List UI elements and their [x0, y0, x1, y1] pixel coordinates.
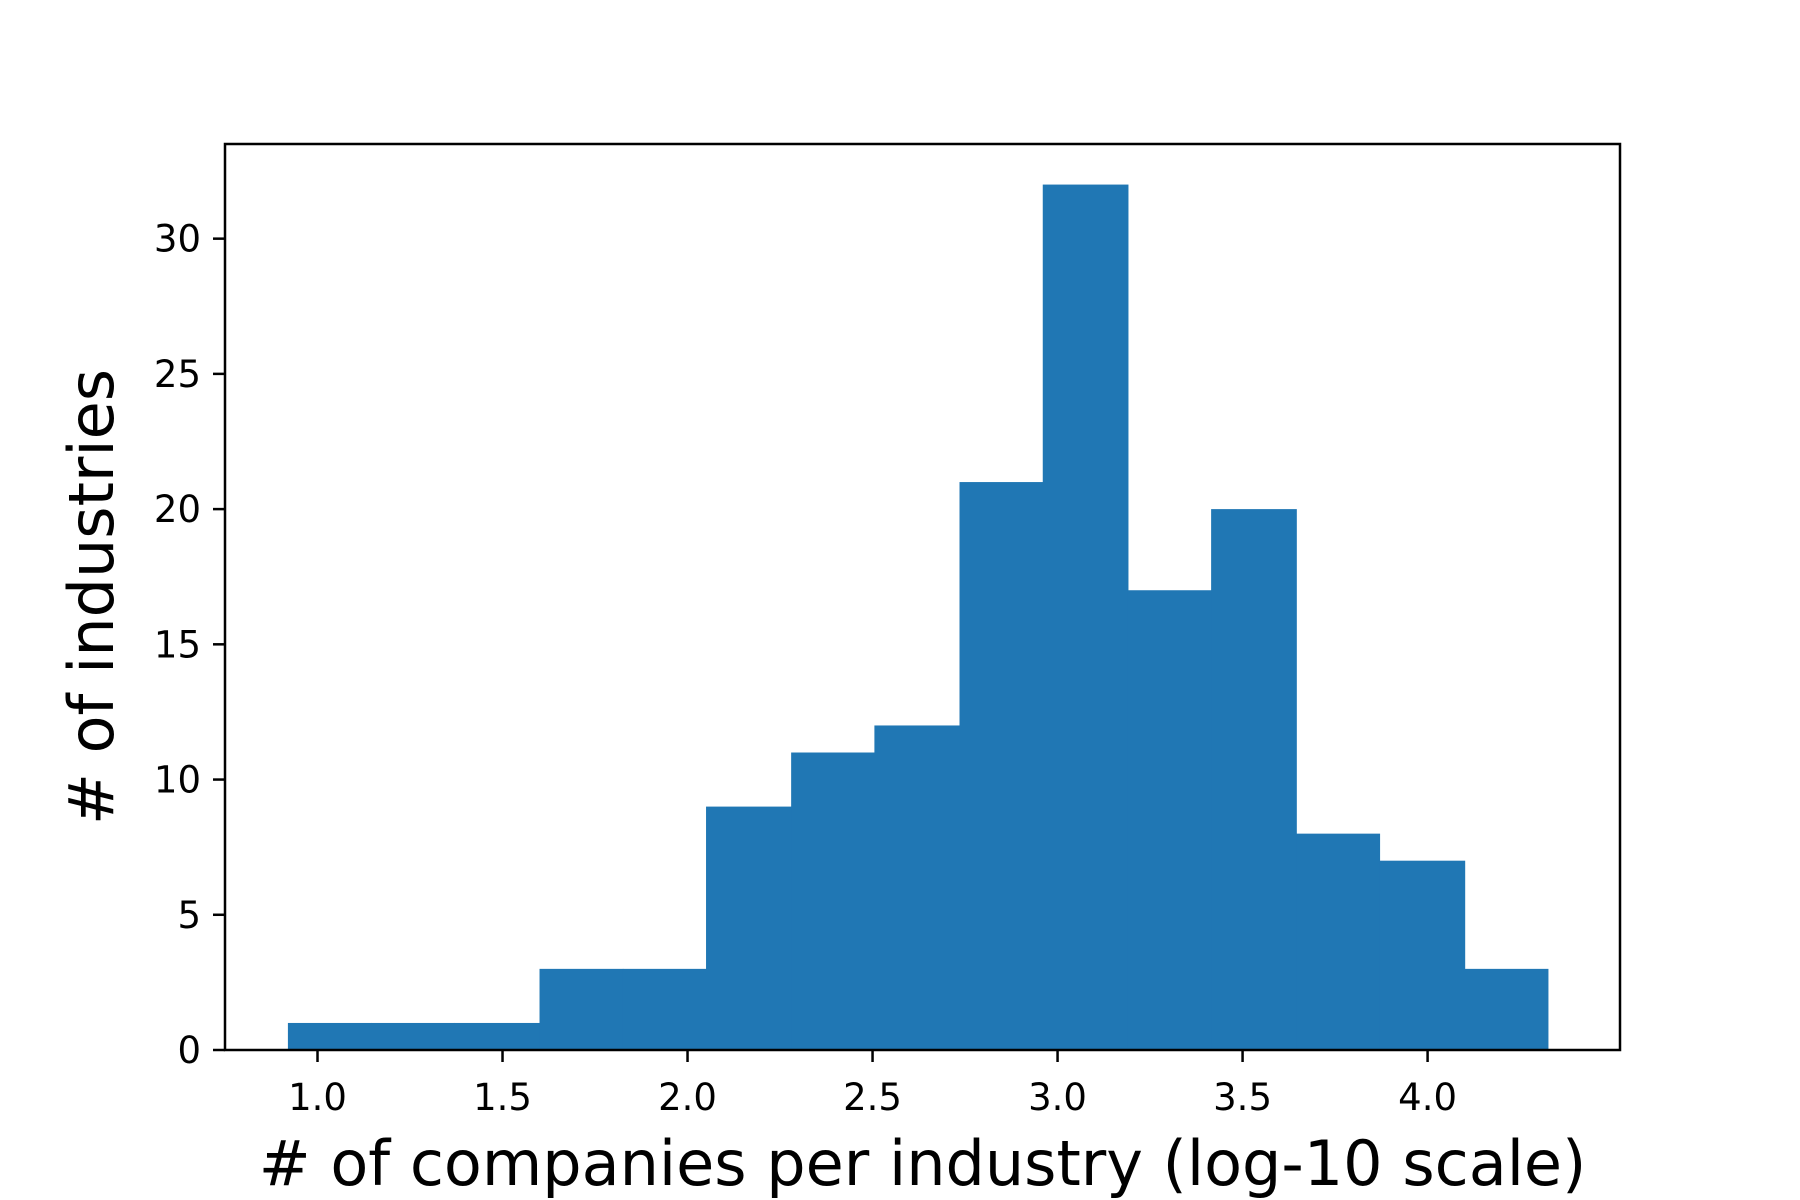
- x-tick-label-2: 1.5: [473, 1076, 532, 1119]
- histogram-bar-12: [1211, 509, 1297, 1050]
- x-tick-label-4: 2.5: [843, 1076, 902, 1119]
- histogram-bar-11: [1127, 590, 1212, 1050]
- histogram-bar-4: [539, 968, 624, 1050]
- y-tick-label-4: 15: [154, 623, 201, 666]
- x-axis-label: # of companies per industry (log-10 scal…: [259, 1127, 1587, 1200]
- plot-frame: [223, 142, 1622, 1052]
- y-tick-label-7: 30: [154, 218, 201, 261]
- histogram-bar-1: [287, 1022, 372, 1050]
- histogram-bar-6: [706, 806, 792, 1050]
- histogram-bar-7: [791, 752, 875, 1050]
- histogram-bar-15: [1464, 968, 1549, 1050]
- histogram-bar-3: [454, 1022, 541, 1050]
- histogram-bar-13: [1296, 833, 1381, 1050]
- x-tick-label-5: 3.0: [1028, 1076, 1087, 1119]
- x-axis-ticks: 1.0 1.5 2.0 2.5 3.0 3.5 4.0: [288, 1050, 1457, 1119]
- histogram-bar-2: [371, 1022, 456, 1050]
- y-tick-label-3: 10: [154, 759, 201, 802]
- bars-group: [287, 184, 1549, 1051]
- y-tick-label-6: 25: [154, 353, 201, 396]
- y-axis-label: # of industries: [55, 369, 128, 825]
- histogram-bar-9: [959, 482, 1044, 1050]
- histogram-bar-8: [874, 725, 961, 1050]
- y-tick-label-2: 5: [177, 894, 201, 937]
- x-tick-label-7: 4.0: [1398, 1076, 1457, 1119]
- histogram-bar-14: [1379, 860, 1466, 1050]
- y-tick-label-1: 0: [177, 1029, 201, 1072]
- histogram-bar-5: [622, 968, 707, 1050]
- histogram-bar-10: [1042, 184, 1129, 1051]
- y-axis-ticks: 0 5 10 15 20 25 30: [154, 218, 225, 1072]
- x-tick-label-6: 3.5: [1213, 1076, 1272, 1119]
- y-tick-label-5: 20: [154, 488, 201, 531]
- x-tick-label-1: 1.0: [288, 1076, 347, 1119]
- x-tick-label-3: 2.0: [658, 1076, 717, 1119]
